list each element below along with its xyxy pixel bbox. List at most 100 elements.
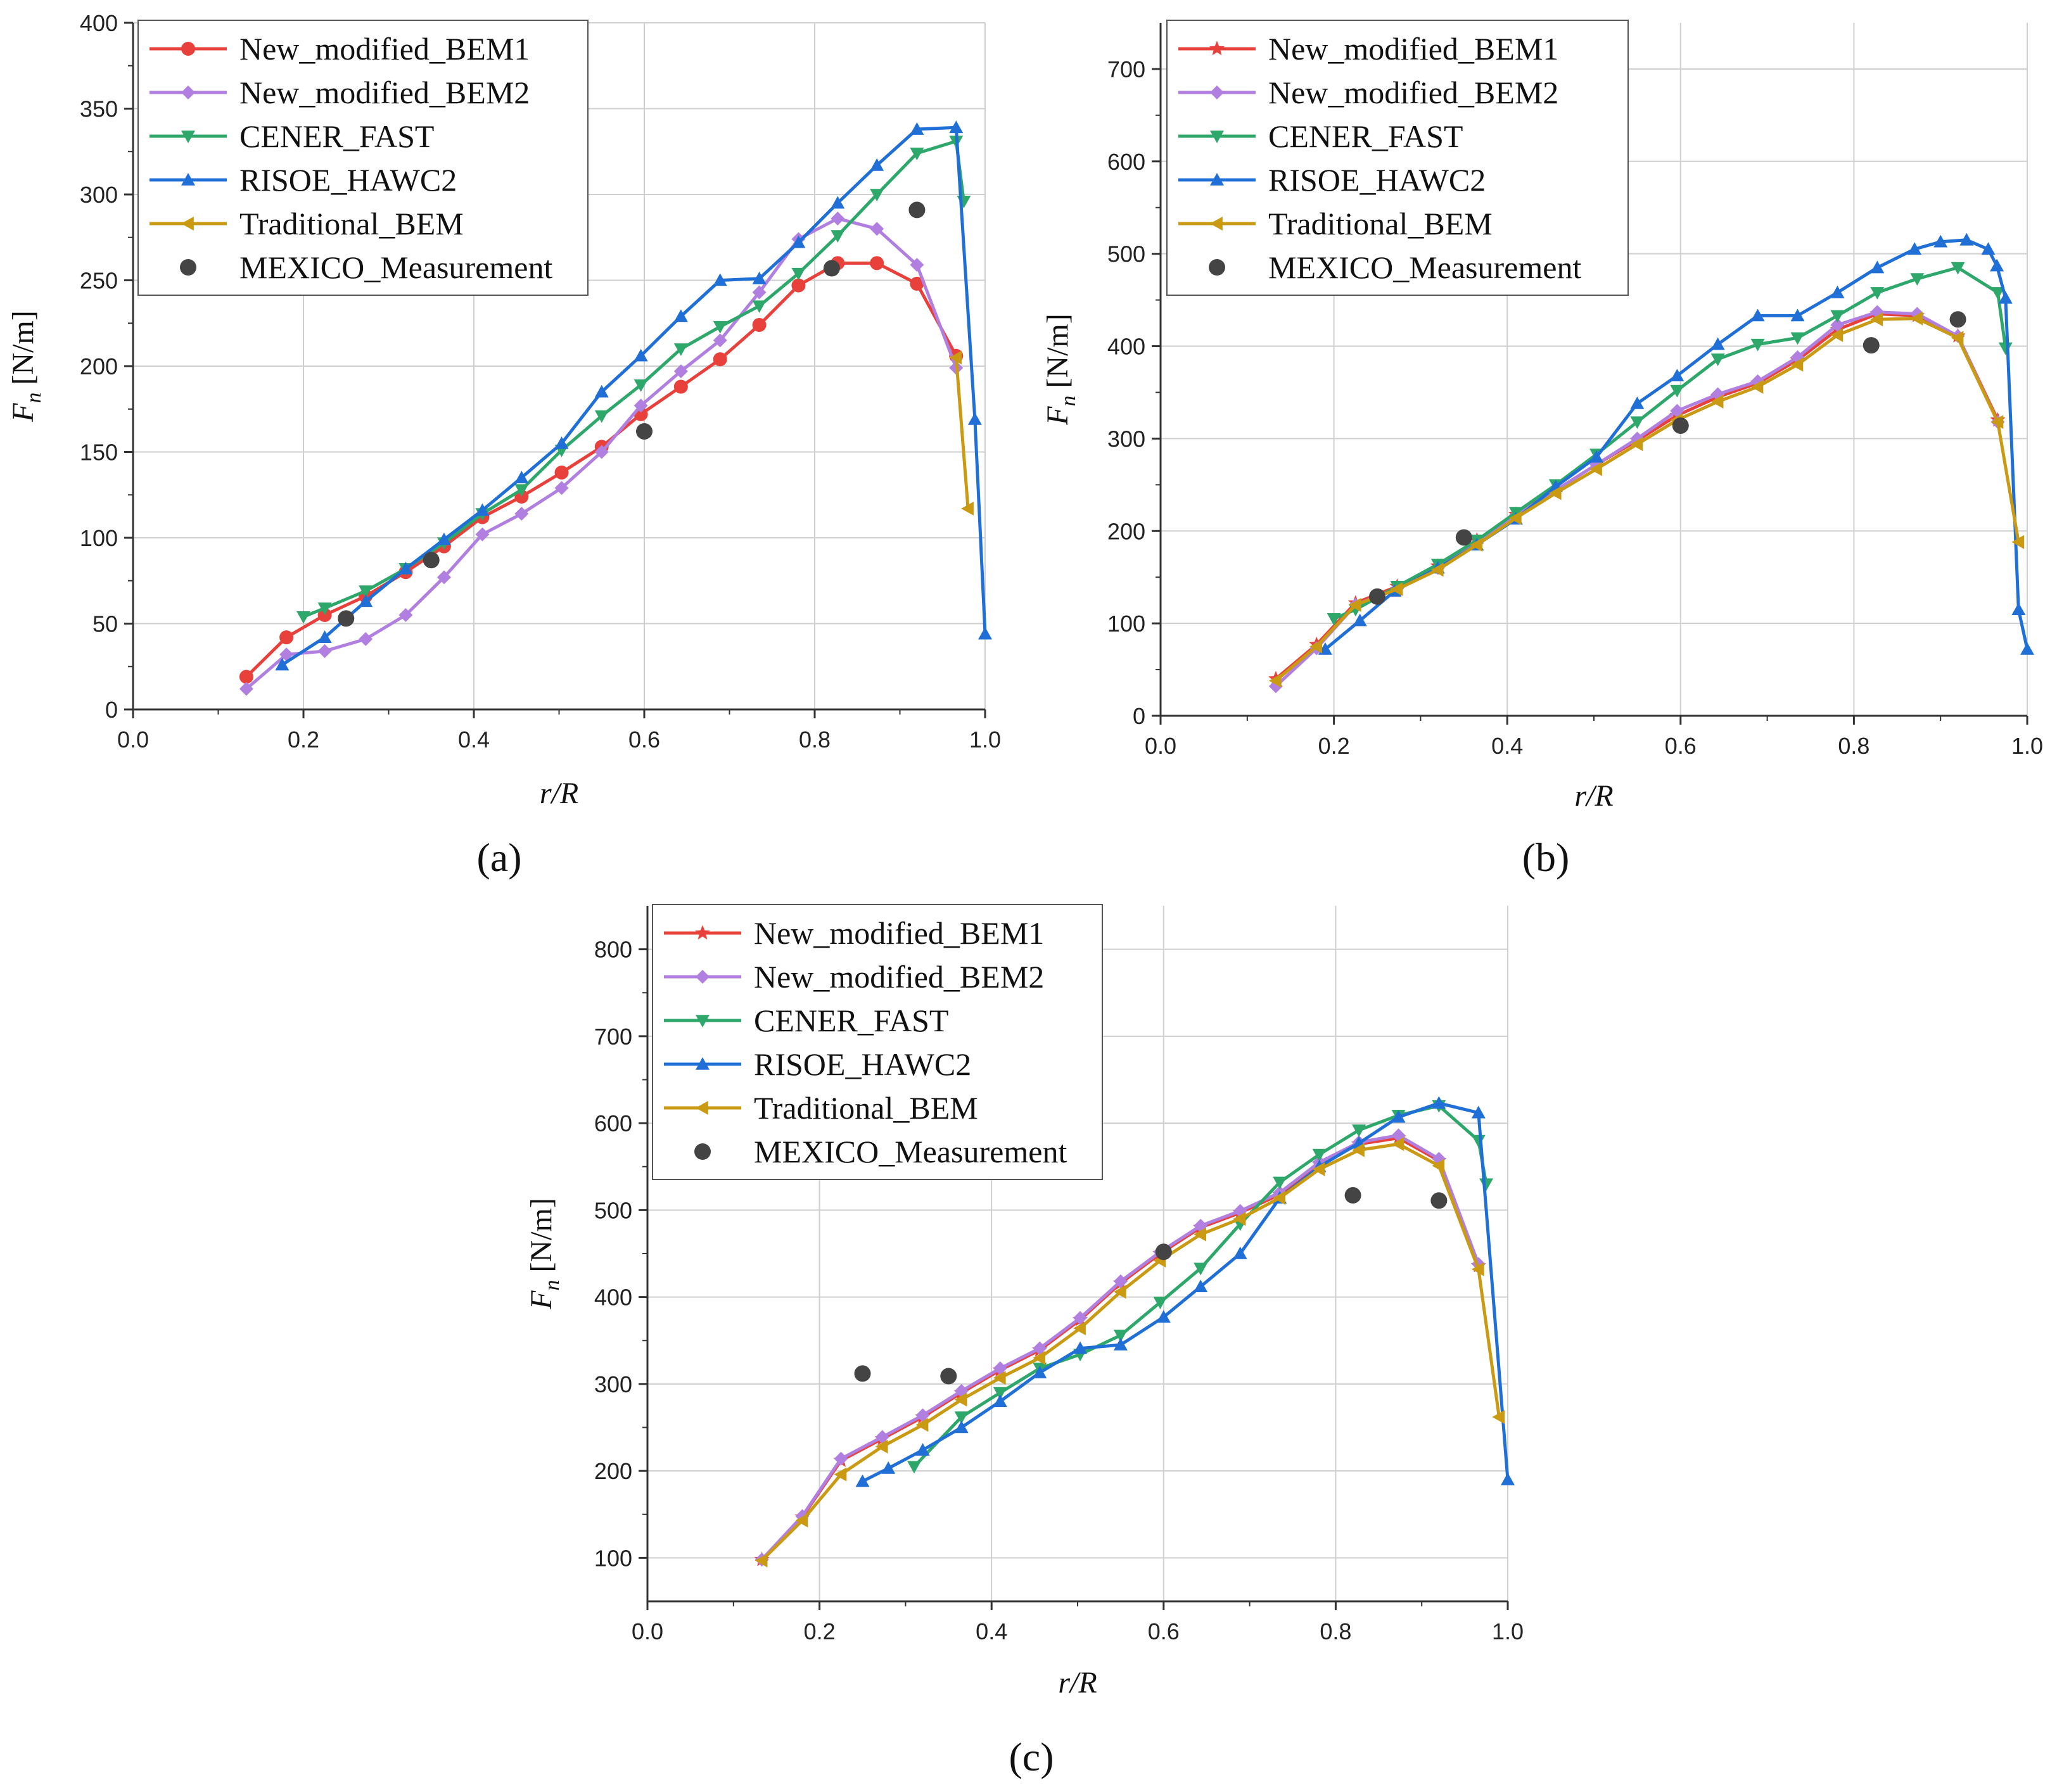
data-point	[1630, 416, 1645, 429]
y-axis-title-units: [N/m]	[1041, 314, 1074, 395]
data-point	[993, 1361, 1007, 1376]
x-tick-label: 0.4	[458, 727, 490, 753]
data-point	[1790, 332, 1805, 345]
data-point	[1156, 1310, 1171, 1323]
data-point	[1194, 1227, 1206, 1242]
data-point	[1273, 1191, 1285, 1205]
series-New_modified_BEM2	[239, 211, 964, 696]
data-point	[1113, 1274, 1128, 1288]
y-tick-label: 500	[1107, 241, 1145, 267]
data-point	[1113, 1285, 1126, 1299]
data-point	[1670, 369, 1684, 382]
data-point	[795, 1513, 808, 1528]
data-point	[1033, 1341, 1047, 1356]
data-point	[1750, 379, 1764, 394]
legend-label: RISOE_HAWC2	[239, 162, 457, 198]
data-point	[713, 321, 727, 334]
data-point	[1312, 1148, 1327, 1162]
data-point	[910, 122, 924, 135]
data-point	[594, 410, 609, 423]
y-axis-title-units: [N/m]	[525, 1198, 558, 1280]
measurement-point	[1155, 1243, 1172, 1261]
y-axis-title-subscript: n	[540, 1280, 564, 1290]
data-point	[1033, 1350, 1046, 1365]
data-point	[1589, 462, 1602, 476]
y-axis-title-subscript: n	[1057, 395, 1080, 406]
data-point	[978, 626, 992, 640]
y-tick-label: 300	[80, 182, 118, 208]
x-tick-label: 1.0	[2011, 733, 2043, 759]
data-point	[514, 484, 529, 497]
data-point	[1233, 1247, 1247, 1259]
data-point	[1470, 538, 1483, 552]
data-point	[1630, 396, 1645, 409]
legend-label: New_modified_BEM2	[1268, 75, 1558, 110]
legend-marker	[181, 173, 195, 186]
series-New_modified_BEM1	[1268, 305, 2006, 685]
legend-label: New_modified_BEM1	[754, 915, 1044, 951]
legend-label: RISOE_HAWC2	[1268, 162, 1486, 198]
x-tick-label: 0.2	[804, 1618, 836, 1644]
x-axis-title: r/R	[1058, 1666, 1097, 1700]
x-tick-label: 0.0	[632, 1618, 663, 1644]
y-tick-label: 350	[80, 96, 118, 122]
x-tick-label: 0.4	[976, 1618, 1007, 1644]
data-point	[713, 273, 727, 286]
data-point	[1471, 1105, 1486, 1119]
data-point	[2011, 535, 2025, 549]
data-point	[239, 682, 253, 696]
data-point	[831, 230, 845, 243]
panel-label-b: (b)	[1522, 835, 1570, 880]
data-point	[1630, 437, 1643, 452]
plot-a: 0.0 0.2 0.4 0.6 0.8 1.0 0 50 100 150 200 250 300 350 4…	[6, 10, 1001, 810]
panel-label-a: (a)	[476, 835, 521, 880]
y-tick-label: 300	[1107, 426, 1145, 452]
panel-label-c: (c)	[1009, 1734, 1054, 1779]
data-point	[1352, 1143, 1365, 1157]
data-point	[359, 585, 373, 599]
data-point	[752, 271, 767, 284]
data-point	[436, 570, 451, 585]
data-point	[1959, 232, 1974, 246]
data-point	[1710, 337, 1725, 350]
data-point	[436, 532, 451, 545]
legend-label: CENER_FAST	[239, 118, 434, 154]
measurement-point	[1430, 1192, 1448, 1209]
y-axis-title-symbol: F	[525, 1290, 558, 1310]
data-point	[831, 211, 845, 226]
data-point	[1870, 287, 1885, 300]
legend: New_modified_BEM1 New_modified_BEM2 CENER_…	[1166, 20, 1629, 296]
y-tick-label: 100	[594, 1545, 632, 1571]
data-point	[1113, 1330, 1128, 1343]
data-point	[1273, 1176, 1287, 1190]
measurement-point	[423, 552, 440, 569]
data-point	[1194, 1280, 1208, 1292]
data-point	[752, 300, 767, 314]
x-tick-label: 0.8	[1320, 1618, 1351, 1644]
series-RISOE_HAWC2	[275, 120, 992, 671]
data-point	[1033, 1366, 1047, 1378]
measurement-point	[1369, 588, 1385, 605]
data-point	[907, 1461, 921, 1474]
data-point	[1348, 597, 1361, 612]
plot-b: 0.0 0.2 0.4 0.6 0.8 1.0 0 100 200 300 400 500 600 700…	[1041, 20, 2043, 813]
y-tick-label: 50	[92, 611, 118, 637]
data-point	[1479, 1178, 1494, 1191]
series-Traditional_BEM	[1268, 311, 2025, 688]
measurement-point	[1672, 417, 1689, 434]
y-axis-title: Fn [N/m]	[1041, 314, 1080, 426]
data-point	[834, 1451, 848, 1466]
data-point	[791, 278, 806, 293]
data-point	[791, 235, 806, 248]
data-point	[1910, 311, 1923, 326]
legend-label: MEXICO_Measurement	[1268, 250, 1581, 285]
data-point	[514, 507, 529, 521]
data-point	[1548, 486, 1562, 500]
data-point	[554, 466, 569, 480]
data-point	[993, 1394, 1007, 1408]
measurement-point	[854, 1365, 871, 1382]
data-point	[673, 309, 688, 322]
x-tick-label: 0.2	[1318, 733, 1350, 759]
legend-label: New_modified_BEM1	[1268, 31, 1558, 67]
data-point	[949, 350, 962, 365]
